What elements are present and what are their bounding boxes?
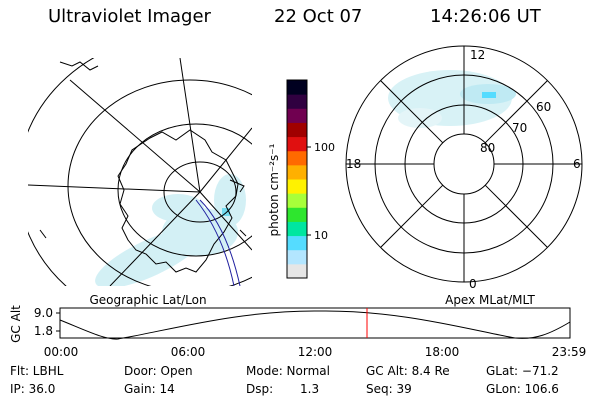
- colorbar-label: photon cm⁻²s⁻¹: [267, 143, 281, 236]
- header-time: 14:26:06 UT: [430, 6, 541, 27]
- mlt-lines: [346, 46, 582, 282]
- colorbar-segment: [287, 164, 307, 180]
- colorbar-segment: [287, 235, 307, 251]
- altitude-ytick-9: 9.0: [34, 306, 53, 320]
- altitude-xtick-12: 12:00: [298, 345, 333, 359]
- colorbar-segment: [287, 94, 307, 109]
- mlt-label-12: 12: [470, 48, 485, 62]
- ground-track: [195, 199, 241, 286]
- mlt-label-18: 18: [346, 157, 361, 171]
- info-gain: Gain: 14: [124, 382, 175, 396]
- info-glon: GLon: 106.6: [486, 382, 559, 396]
- altitude-xtick-2359: 23:59: [552, 345, 587, 359]
- colorbar-tick-10: 10: [314, 229, 328, 242]
- mlat-label-80: 80: [480, 141, 495, 155]
- mlat-label-70: 70: [512, 121, 527, 135]
- mlat-label-60: 60: [536, 100, 551, 114]
- altitude-ylabel: GC Alt: [9, 305, 23, 343]
- altitude-xtick-18: 18:00: [425, 345, 460, 359]
- info-dsp-label: Dsp:: [246, 382, 274, 396]
- geographic-map: [28, 58, 252, 286]
- info-door: Door: Open: [124, 364, 193, 378]
- mlt-polar-plot: 12 18 6 0 60 70 80: [345, 45, 583, 291]
- colorbar-segment: [287, 263, 307, 279]
- info-ip: IP: 36.0: [10, 382, 56, 396]
- altitude-plot: 9.0 1.8 GC Alt 00:00 06:00 12:00 18:00 2…: [9, 305, 586, 359]
- info-seq: Seq: 39: [366, 382, 412, 396]
- right-panel-caption: Apex MLat/MLT: [445, 293, 535, 307]
- colorbar-segment: [287, 249, 307, 265]
- colorbar-segment: [287, 80, 307, 95]
- colorbar-segment: [287, 193, 307, 208]
- mlt-label-6: 6: [573, 157, 581, 171]
- colorbar: [287, 80, 307, 279]
- colorbar-tick-100: 100: [314, 141, 335, 154]
- info-gc-alt: GC Alt: 8.4 Re: [366, 364, 450, 378]
- latitude-circles: [28, 58, 252, 286]
- info-mode: Mode: Normal: [246, 364, 330, 378]
- coastline: [39, 61, 247, 273]
- altitude-ytick-1-8: 1.8: [34, 324, 53, 338]
- colorbar-segment: [287, 207, 307, 222]
- colorbar-segment: [287, 221, 307, 237]
- altitude-xtick-00: 00:00: [44, 345, 79, 359]
- altitude-plot-frame: [59, 307, 571, 339]
- colorbar-segment: [287, 179, 307, 194]
- header-title: Ultraviolet Imager: [48, 6, 211, 27]
- info-filter: Flt: LBHL: [10, 364, 64, 378]
- colorbar-ticks: [307, 146, 311, 236]
- colorbar-frame: [286, 79, 308, 279]
- altitude-curve: [59, 310, 571, 340]
- info-glat: GLat: −71.2: [486, 364, 559, 378]
- left-panel-caption: Geographic Lat/Lon: [89, 293, 206, 307]
- colorbar-segment: [287, 122, 307, 138]
- mlt-label-0: 0: [469, 277, 477, 291]
- longitude-lines: [28, 58, 252, 286]
- right-aurora: [388, 70, 516, 128]
- colorbar-segment: [287, 150, 307, 166]
- colorbar-segment: [287, 108, 307, 123]
- info-dsp-value: 1.3: [300, 382, 320, 396]
- left-aurora: [95, 174, 246, 286]
- altitude-xtick-06: 06:00: [171, 345, 206, 359]
- colorbar-segment: [287, 136, 307, 152]
- altitude-y-ticks: [56, 312, 60, 332]
- header-date: 22 Oct 07: [274, 6, 363, 27]
